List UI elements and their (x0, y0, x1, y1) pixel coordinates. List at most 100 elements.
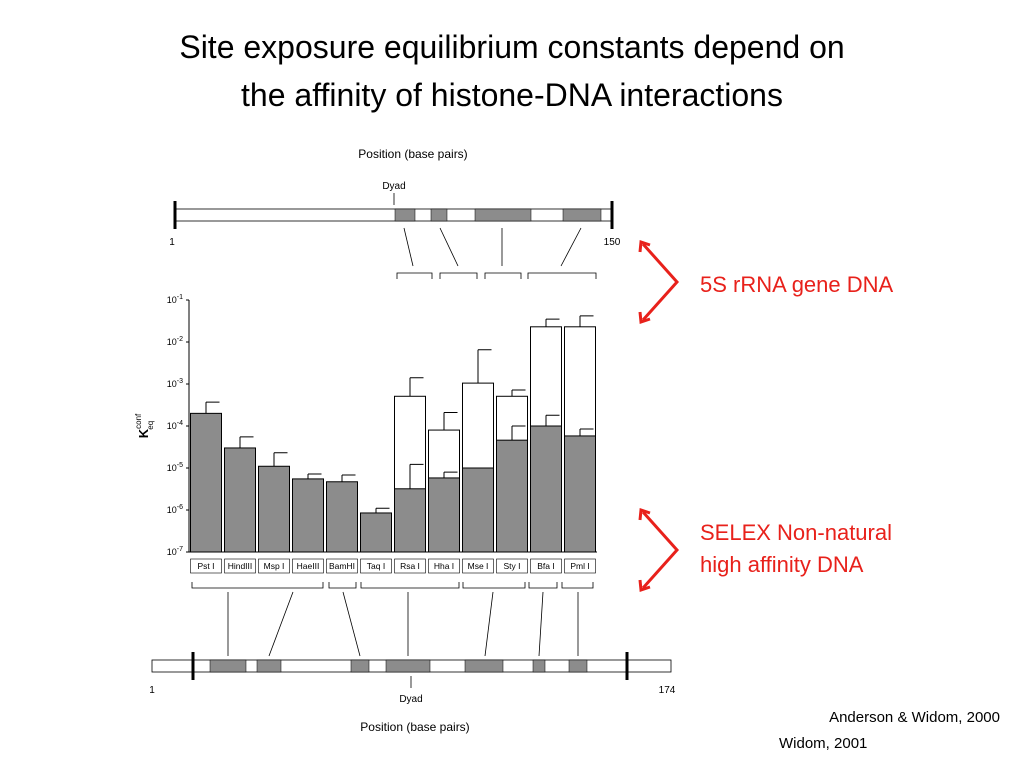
error-bar (511, 425, 526, 441)
error-bar (477, 349, 492, 384)
category-box (530, 558, 562, 574)
error-bar (443, 411, 458, 431)
y-tick-label: 10-1 (167, 294, 183, 305)
tick-exponent: -4 (177, 420, 183, 427)
annotation-brackets (638, 239, 680, 593)
error-bar (307, 473, 322, 479)
error-bar (443, 471, 458, 478)
error-bar (409, 463, 424, 489)
category-box (326, 558, 358, 574)
dyad-label: Dyad (382, 181, 405, 192)
error-bar (545, 414, 560, 426)
map-axis-label: Position (base pairs) (360, 720, 469, 734)
bar (190, 412, 222, 553)
title-line: Site exposure equilibrium constants depe… (179, 29, 844, 65)
map-start: 1 (169, 237, 175, 248)
error-bar (511, 389, 526, 397)
tick-base: 10 (167, 421, 177, 431)
connectors (396, 227, 597, 279)
map-start: 1 (149, 685, 155, 696)
category-box (564, 558, 596, 574)
y-tick-label: 10-7 (167, 546, 183, 557)
title-line: the affinity of histone-DNA interactions (241, 77, 783, 113)
citation: Widom, 2001 (779, 735, 867, 752)
category-box (258, 558, 290, 574)
tick-exponent: -6 (177, 504, 183, 511)
segment (385, 659, 431, 673)
map-end: 150 (604, 237, 621, 248)
bar (530, 425, 562, 553)
bar (360, 512, 392, 553)
category-box (224, 558, 256, 574)
y-tick-label: 10-2 (167, 336, 183, 347)
bar (326, 481, 358, 553)
tick-exponent: -2 (177, 336, 183, 343)
annotation: 5S rRNA gene DNA (700, 272, 894, 297)
error-bar (579, 315, 594, 327)
x-tick-label: HaeIII (297, 561, 320, 571)
category-box (190, 558, 222, 574)
y-tick-label: 10-4 (167, 420, 183, 431)
segment (474, 208, 532, 222)
bar (224, 447, 256, 553)
x-tick-label: HindIII (228, 561, 253, 571)
dyad-label: Dyad (399, 694, 422, 705)
segment (464, 659, 504, 673)
x-tick-label: Hha I (434, 561, 454, 571)
y-tick-label: 10-3 (167, 378, 183, 389)
category-box (394, 558, 426, 574)
error-bar (545, 318, 560, 327)
citation: Anderson & Widom, 2000 (829, 709, 1000, 726)
error-bar (205, 401, 220, 414)
category-box (428, 558, 460, 574)
error-bar (579, 428, 594, 436)
map-end: 174 (659, 685, 676, 696)
error-bar (409, 377, 424, 397)
segment (209, 659, 247, 673)
tick-base: 10 (167, 463, 177, 473)
tick-exponent: -7 (177, 546, 183, 553)
bar (428, 477, 460, 553)
bar (292, 478, 324, 553)
segment (256, 659, 282, 673)
category-box (360, 558, 392, 574)
label-sub: eq (146, 421, 155, 430)
error-bar (341, 474, 356, 482)
top-map: Position (base pairs) Dyad 1 150 (169, 147, 621, 279)
bar (496, 439, 528, 553)
label-sup: conf (134, 413, 143, 429)
connectors (191, 582, 594, 657)
y-tick-label: 10-5 (167, 462, 183, 473)
bar (564, 435, 596, 553)
annotation: SELEX Non-natural (700, 520, 892, 545)
segment (394, 208, 416, 222)
annotation: high affinity DNA (700, 552, 864, 577)
segment (532, 659, 546, 673)
segment (430, 208, 448, 222)
bottom-map: 1 174 Dyad Position (base pairs) (149, 582, 676, 734)
tick-base: 10 (167, 547, 177, 557)
segment (562, 208, 602, 222)
error-bar (239, 436, 254, 448)
x-tick-label: Pst I (197, 561, 214, 571)
tick-base: 10 (167, 337, 177, 347)
y-axis-label: Kconf eq (134, 413, 155, 438)
x-tick-label: Mse I (468, 561, 489, 571)
x-tick-label: Msp I (264, 561, 285, 571)
error-bar (273, 452, 288, 467)
y-tick-label: 10-6 (167, 504, 183, 515)
x-tick-label: Bfa I (537, 561, 554, 571)
category-box (292, 558, 324, 574)
bar (462, 467, 494, 553)
segment (568, 659, 588, 673)
tick-base: 10 (167, 505, 177, 515)
x-tick-label: Pml I (570, 561, 589, 571)
tick-base: 10 (167, 295, 177, 305)
category-box (496, 558, 528, 574)
error-bar (375, 507, 390, 513)
x-tick-label: BamHI (329, 561, 355, 571)
tick-base: 10 (167, 379, 177, 389)
category-box (462, 558, 494, 574)
tick-exponent: -3 (177, 378, 183, 385)
